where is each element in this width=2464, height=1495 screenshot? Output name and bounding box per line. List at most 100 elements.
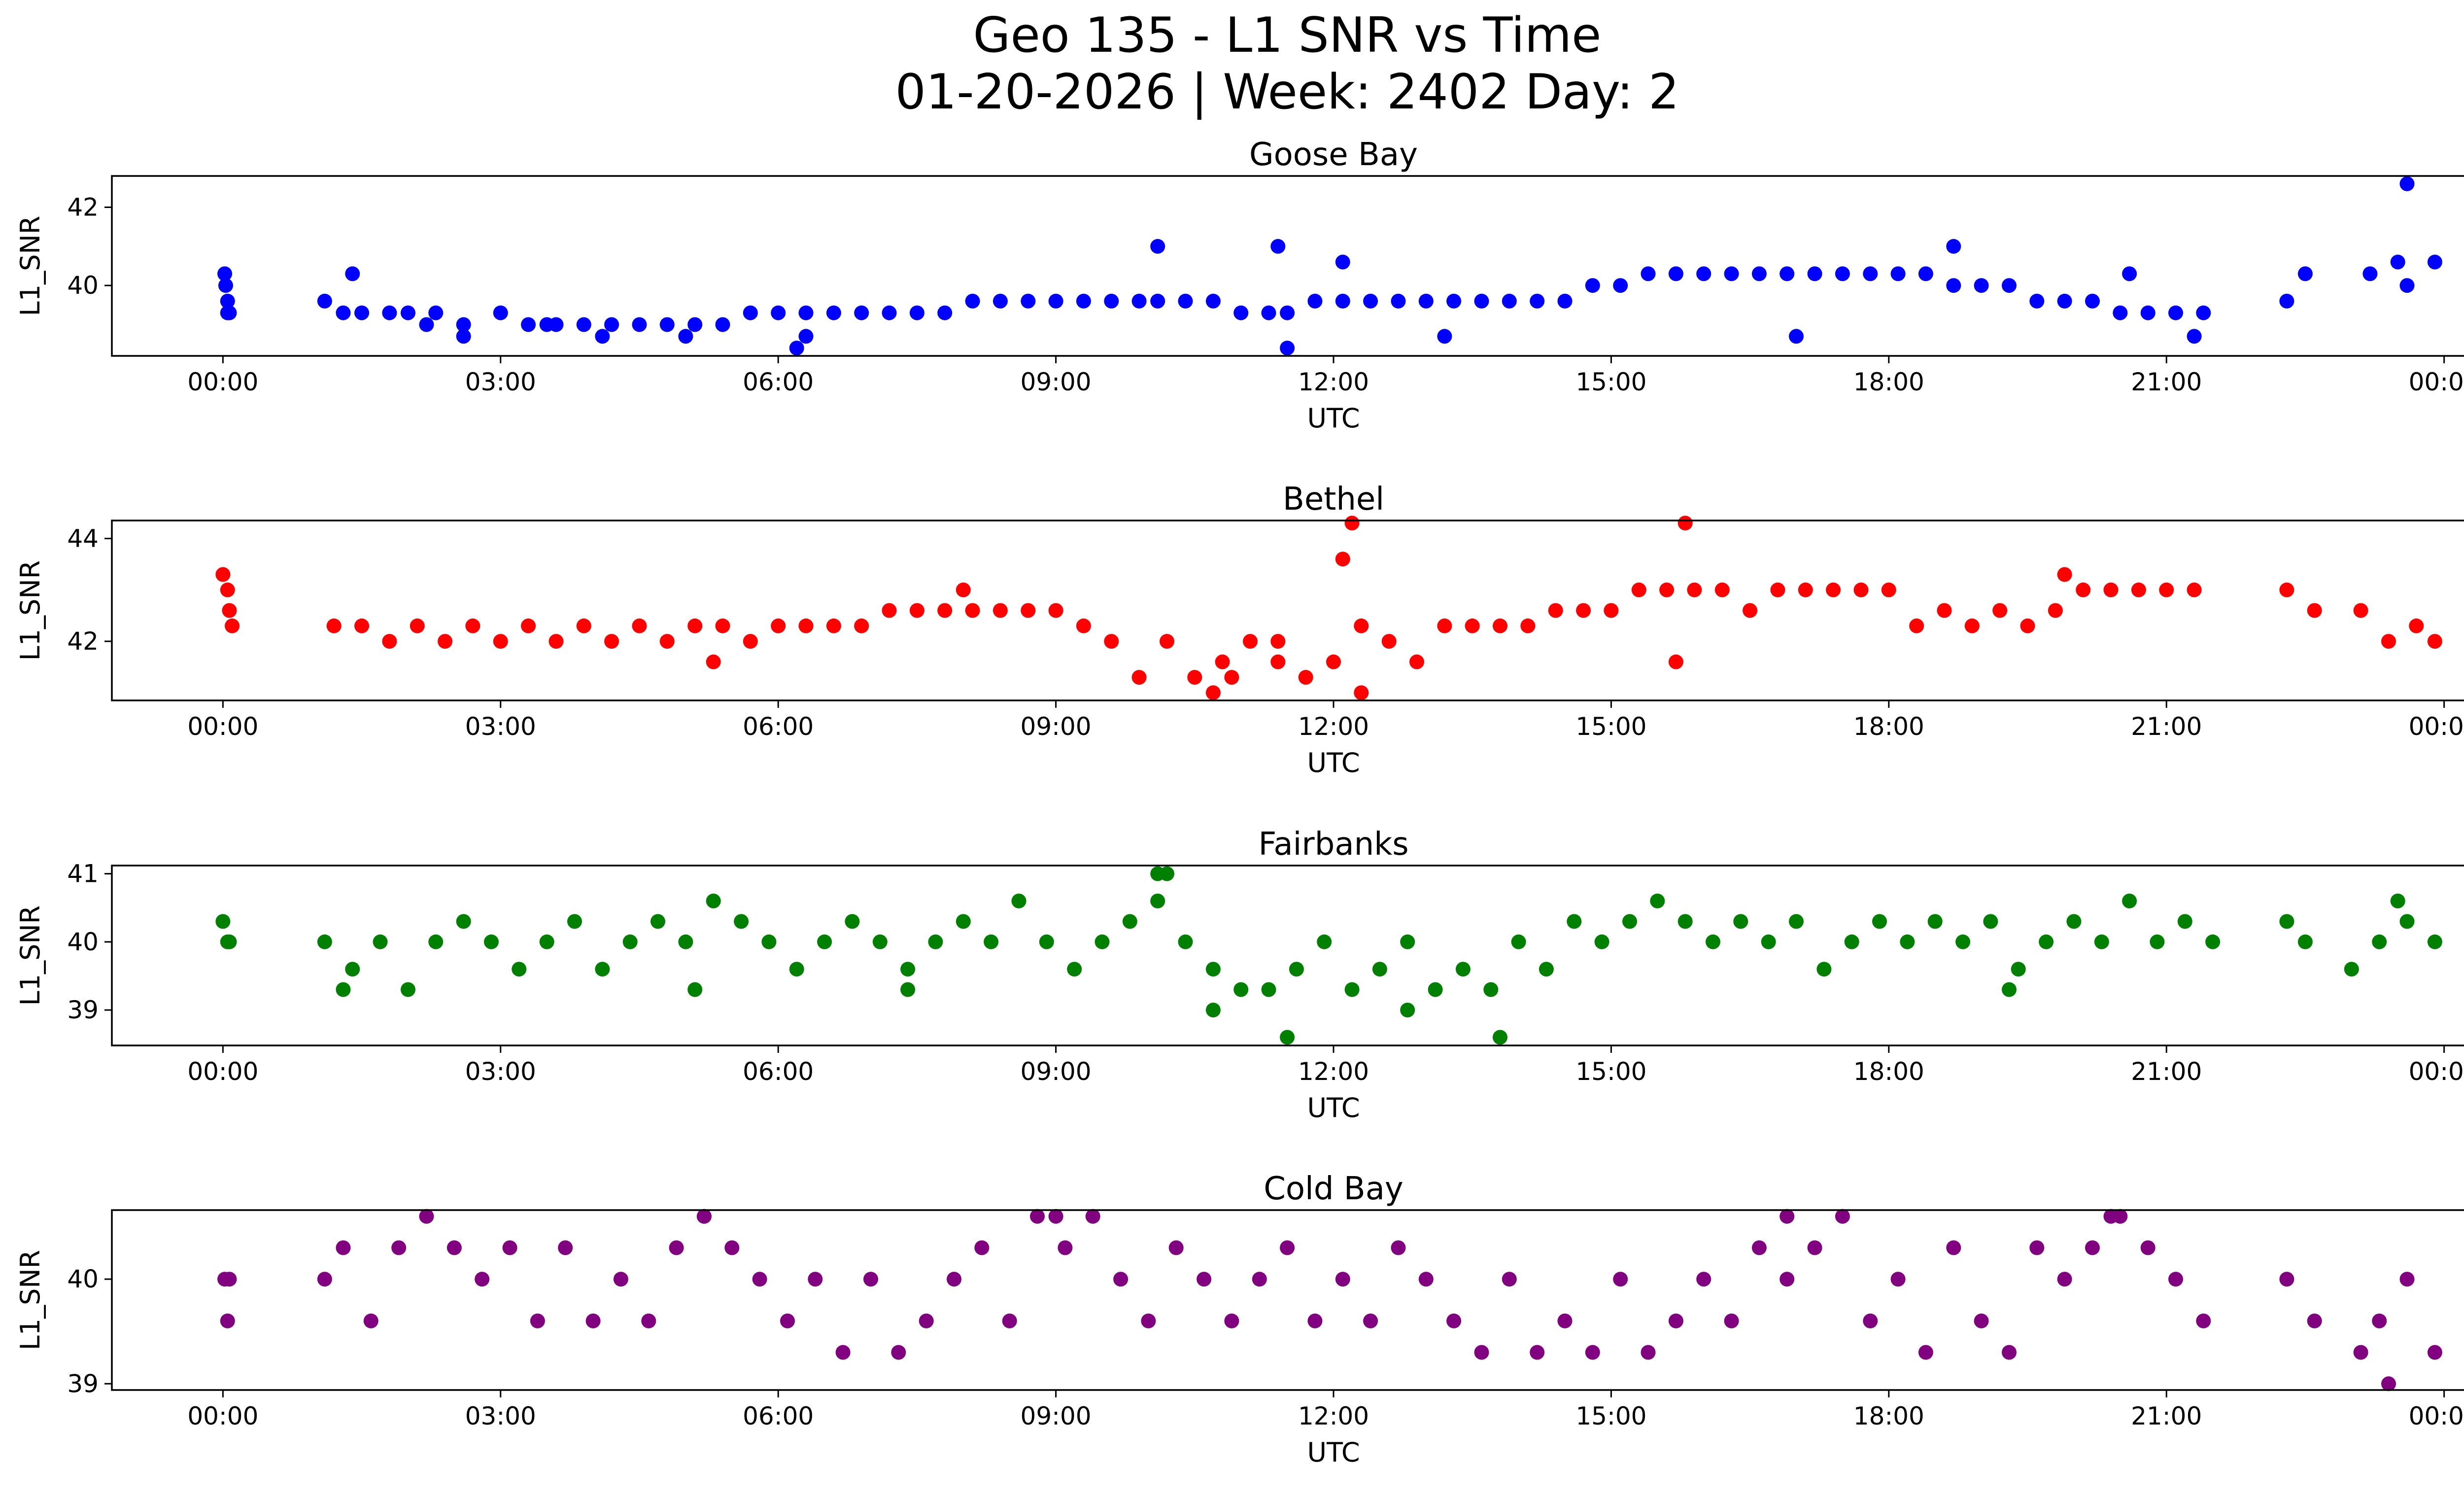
data-point: [1021, 603, 1036, 618]
data-point: [336, 1240, 351, 1255]
data-point: [1881, 582, 1896, 597]
data-point: [2297, 266, 2313, 281]
data-point: [1992, 603, 2008, 618]
data-point: [225, 618, 240, 633]
data-point: [1530, 1345, 1545, 1360]
data-point: [687, 982, 703, 997]
x-tick-label: 09:00: [1021, 368, 1092, 396]
y-axis-label: L1_SNR: [15, 1250, 46, 1351]
data-point: [734, 914, 749, 929]
data-point: [780, 1313, 795, 1328]
data-point: [2177, 914, 2192, 929]
data-point: [2427, 934, 2442, 949]
x-tick-label: 15:00: [1575, 1057, 1646, 1086]
x-tick-label: 12:00: [1298, 712, 1369, 741]
data-point: [1400, 1003, 1415, 1018]
data-point: [798, 329, 814, 344]
subplot-cold-bay: Cold Bay 00:00 03:00 06:00 09:00 12:00 15:00 18…: [15, 1171, 2464, 1468]
data-point: [956, 914, 971, 929]
data-point: [706, 893, 721, 908]
data-point: [1298, 670, 1313, 685]
data-point: [826, 305, 841, 320]
data-point: [808, 1272, 823, 1287]
data-point: [1363, 1313, 1378, 1328]
data-point: [2353, 603, 2368, 618]
x-tick-label: 18:00: [1853, 368, 1924, 396]
data-point: [1150, 293, 1165, 309]
data-point: [1335, 552, 1350, 567]
data-point: [1937, 603, 1952, 618]
data-point: [1335, 1272, 1350, 1287]
x-tick-label: 15:00: [1575, 712, 1646, 741]
data-point: [1853, 582, 1869, 597]
data-point: [678, 329, 693, 344]
data-point: [1261, 305, 1276, 320]
data-point: [1205, 962, 1221, 977]
data-point: [1557, 1313, 1573, 1328]
data-point: [220, 1313, 235, 1328]
data-point: [928, 934, 943, 949]
data-point: [1946, 239, 1961, 254]
data-point: [1816, 962, 1832, 977]
data-point: [965, 603, 980, 618]
data-point: [2076, 582, 2091, 597]
data-point: [1650, 893, 1665, 908]
data-point: [1807, 266, 1822, 281]
data-point: [2409, 618, 2424, 633]
data-point: [771, 305, 786, 320]
data-point: [937, 305, 953, 320]
data-point: [1511, 934, 1526, 949]
data-point: [1205, 685, 1221, 700]
data-point: [1465, 618, 1480, 633]
data-point: [521, 317, 536, 332]
y-axis-label: L1_SNR: [15, 216, 46, 316]
x-tick-label: 03:00: [465, 1402, 536, 1430]
data-point: [1039, 934, 1054, 949]
data-point: [1113, 1272, 1129, 1287]
data-point: [326, 618, 342, 633]
data-point: [215, 567, 231, 582]
y-axis-label: L1_SNR: [15, 560, 46, 661]
data-point: [576, 317, 591, 332]
data-point: [428, 305, 444, 320]
data-point: [2399, 914, 2415, 929]
data-point: [743, 634, 758, 649]
data-point: [1659, 582, 1675, 597]
x-tick-label: 15:00: [1575, 1402, 1646, 1430]
data-point: [1641, 266, 1656, 281]
data-point: [1131, 293, 1147, 309]
x-tick-label: 00:00: [2409, 1057, 2464, 1086]
x-tick-label: 00:00: [2409, 1402, 2464, 1430]
data-point: [1178, 293, 1193, 309]
data-point: [1872, 914, 1887, 929]
data-point: [2372, 1313, 2387, 1328]
data-point: [1326, 654, 1341, 669]
data-point: [992, 293, 1008, 309]
data-point: [1668, 1313, 1683, 1328]
data-point: [1021, 293, 1036, 309]
x-tick-label: 21:00: [2131, 1057, 2202, 1086]
data-point: [1567, 914, 1582, 929]
x-tick-label: 18:00: [1853, 1402, 1924, 1430]
data-point: [1205, 293, 1221, 309]
data-point: [789, 341, 804, 356]
data-point: [1372, 962, 1387, 977]
data-point: [882, 603, 897, 618]
x-tick-label: 00:00: [187, 712, 258, 741]
data-point: [2390, 254, 2405, 270]
x-axis-label: UTC: [1307, 1437, 1360, 1468]
data-point: [1048, 293, 1063, 309]
data-point: [595, 329, 610, 344]
data-point: [1335, 293, 1350, 309]
data-point: [1280, 341, 1295, 356]
data-point: [1576, 603, 1591, 618]
data-point: [992, 603, 1008, 618]
data-point: [2279, 293, 2294, 309]
data-point: [391, 1240, 407, 1255]
data-point: [2140, 1240, 2156, 1255]
data-point: [1733, 914, 1748, 929]
data-point: [222, 603, 237, 618]
data-point: [2048, 603, 2063, 618]
data-point: [1668, 654, 1683, 669]
data-point: [1668, 266, 1683, 281]
